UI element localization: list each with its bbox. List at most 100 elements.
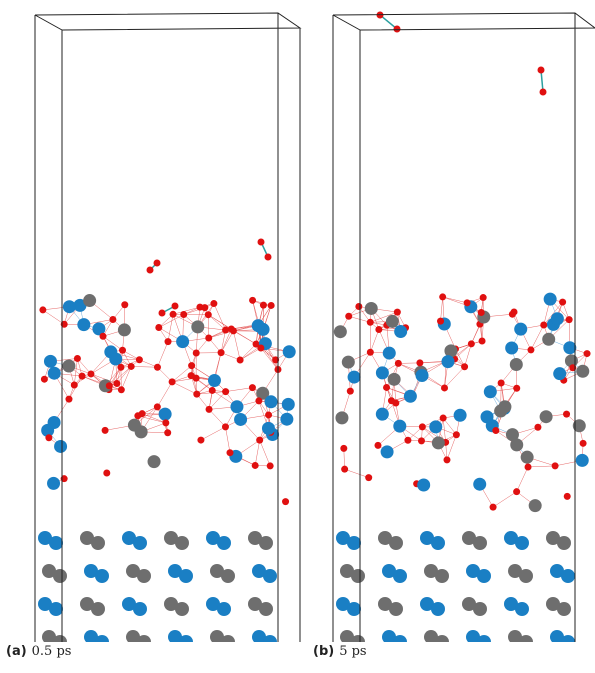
atom	[429, 420, 442, 433]
atom	[515, 536, 529, 550]
atom	[205, 334, 212, 341]
atom	[527, 346, 534, 353]
atom	[162, 419, 169, 426]
atom	[87, 370, 94, 377]
atom	[100, 333, 107, 340]
atom	[48, 416, 61, 429]
atom	[334, 325, 347, 338]
atom	[351, 569, 365, 583]
atom	[341, 466, 348, 473]
bonds	[340, 297, 587, 642]
bond	[255, 440, 260, 465]
bond	[345, 469, 369, 477]
bond	[443, 297, 467, 303]
atom	[169, 378, 176, 385]
bond	[260, 440, 270, 466]
caption-text: 0.5 ps	[32, 644, 72, 659]
atom	[561, 569, 575, 583]
atom	[345, 313, 352, 320]
atom	[453, 431, 460, 438]
atom	[473, 478, 486, 491]
atom	[440, 415, 447, 422]
atom	[45, 434, 52, 441]
atom	[383, 384, 390, 391]
atom	[154, 364, 161, 371]
bond	[74, 358, 77, 385]
bond	[465, 344, 472, 367]
atom	[484, 385, 497, 398]
atom	[49, 536, 63, 550]
atom	[510, 438, 523, 451]
atom	[490, 504, 497, 511]
atom	[435, 569, 449, 583]
atom	[188, 362, 195, 369]
atom	[557, 602, 571, 616]
atom	[237, 357, 244, 364]
atom	[542, 333, 555, 346]
atom	[540, 410, 553, 423]
atom	[83, 294, 96, 307]
atom	[365, 302, 378, 315]
atom	[77, 318, 90, 331]
atom	[513, 385, 520, 392]
atom	[217, 536, 231, 550]
atom	[386, 315, 399, 328]
bond	[441, 297, 443, 321]
atom	[419, 423, 426, 430]
atom	[128, 363, 135, 370]
atom	[95, 569, 109, 583]
atom	[109, 353, 122, 366]
atom	[217, 602, 231, 616]
atom	[262, 422, 275, 435]
atom	[79, 373, 86, 380]
panel-a-structure	[38, 239, 296, 643]
atom	[515, 602, 529, 616]
atom	[113, 380, 120, 387]
atom	[249, 384, 256, 391]
atom	[128, 419, 141, 432]
atom	[91, 602, 105, 616]
atom	[180, 311, 187, 318]
bond	[157, 342, 168, 368]
atom	[148, 455, 161, 468]
atom	[172, 303, 179, 310]
atom	[159, 408, 172, 421]
bond	[131, 366, 157, 367]
atom	[473, 602, 487, 616]
atom	[388, 397, 395, 404]
atom	[139, 410, 146, 417]
panel-b-structure	[334, 12, 591, 643]
atom	[529, 499, 542, 512]
atom	[283, 345, 296, 358]
atom	[525, 463, 532, 470]
atom	[431, 536, 445, 550]
atom	[226, 449, 233, 456]
atom	[282, 398, 295, 411]
atom	[557, 536, 571, 550]
atom	[280, 413, 293, 426]
atom	[498, 379, 505, 386]
page: (a)0.5 ps (b)5 ps (() => { const data = …	[0, 0, 595, 673]
atom	[210, 300, 217, 307]
atom	[53, 569, 67, 583]
atom	[432, 436, 445, 449]
atom	[136, 356, 143, 363]
atom	[375, 326, 382, 333]
atom	[514, 323, 527, 336]
atom	[155, 324, 162, 331]
atom	[347, 602, 361, 616]
caption-b: (b)5 ps	[313, 644, 367, 659]
atom	[197, 437, 204, 444]
atom	[342, 356, 355, 369]
atom	[347, 388, 354, 395]
atom	[394, 309, 401, 316]
atom	[208, 374, 221, 387]
atom	[252, 319, 265, 332]
atom	[118, 386, 125, 393]
atom	[268, 302, 275, 309]
atom	[441, 355, 454, 368]
atom	[159, 310, 166, 317]
bond	[209, 409, 225, 427]
atom	[340, 445, 347, 452]
atom	[519, 569, 533, 583]
